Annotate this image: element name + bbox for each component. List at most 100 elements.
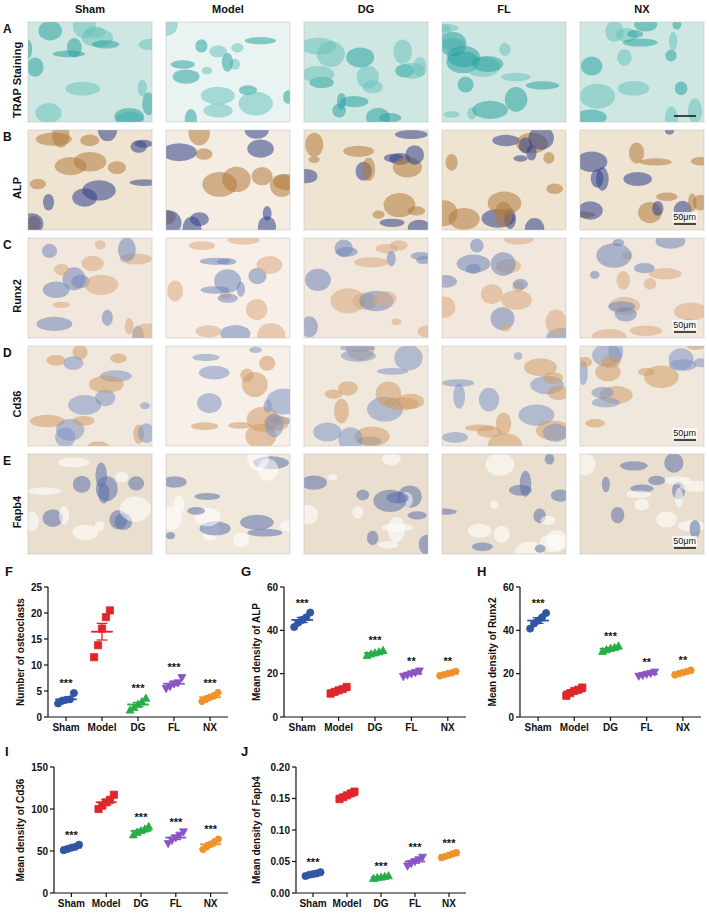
texture	[173, 69, 200, 83]
significance: ***	[204, 823, 218, 835]
data-point	[687, 667, 694, 673]
texture	[669, 32, 677, 51]
texture	[38, 22, 62, 40]
significance: ***	[604, 630, 618, 642]
significance: ***	[369, 634, 383, 646]
micrograph-frame	[580, 22, 704, 122]
texture	[442, 25, 451, 40]
y-tick	[280, 630, 284, 631]
texture	[446, 154, 458, 171]
texture	[526, 81, 559, 89]
y-axis	[53, 767, 54, 893]
texture	[28, 512, 39, 532]
texture	[356, 490, 369, 501]
y-tick-label: 0.00	[271, 888, 291, 899]
data-point	[110, 791, 117, 798]
texture	[382, 454, 401, 465]
texture	[481, 284, 503, 304]
texture	[240, 515, 274, 530]
y-tick-label: 60	[267, 582, 279, 593]
y-tick	[516, 673, 520, 674]
y-axis	[519, 587, 520, 717]
data-point	[70, 689, 77, 696]
x-tick	[302, 717, 303, 721]
data-point	[453, 850, 460, 856]
texture	[195, 148, 212, 160]
y-axis-title: Mean density of ALP	[251, 603, 262, 701]
y-tick-label: 40	[267, 625, 279, 636]
x-tick	[574, 717, 575, 721]
texture	[362, 158, 375, 181]
texture	[513, 279, 528, 290]
texture	[580, 201, 603, 219]
label-patch	[672, 320, 697, 330]
texture	[494, 526, 510, 543]
significance: **	[679, 654, 688, 666]
texture	[393, 39, 412, 63]
micrograph	[442, 130, 566, 230]
texture	[551, 489, 566, 501]
significance: ***	[443, 837, 457, 849]
panel-letter: I	[5, 744, 9, 759]
texture	[185, 109, 197, 122]
texture	[617, 271, 630, 290]
micrograph	[304, 346, 428, 446]
texture	[171, 60, 195, 68]
micrograph	[166, 22, 290, 122]
texture	[580, 357, 592, 367]
x-tick	[209, 717, 210, 721]
micrograph-frame	[442, 454, 566, 554]
texture	[220, 325, 250, 338]
texture	[304, 505, 318, 525]
texture	[634, 499, 649, 511]
texture	[338, 381, 358, 395]
texture	[256, 256, 282, 274]
texture	[252, 167, 273, 185]
micrograph-ground	[442, 238, 566, 338]
texture	[89, 375, 124, 393]
texture	[197, 393, 222, 413]
micrograph-frame	[580, 454, 704, 554]
texture	[334, 399, 349, 424]
significance: ***	[409, 841, 423, 853]
texture	[249, 347, 262, 353]
texture	[611, 507, 624, 523]
micrograph	[28, 22, 152, 122]
y-tick-label: 0.15	[271, 793, 291, 804]
texture	[36, 317, 72, 331]
x-tick-label: Model	[92, 898, 121, 909]
x-tick-label: NX	[203, 722, 217, 733]
y-tick	[280, 673, 284, 674]
texture	[492, 135, 519, 146]
scale-bar	[674, 547, 696, 549]
texture	[620, 461, 648, 470]
texture	[108, 161, 126, 174]
texture	[546, 184, 563, 194]
micrograph	[442, 346, 566, 446]
y-axis-title: Mean density of Runx2	[487, 597, 498, 706]
texture	[28, 58, 43, 77]
texture	[114, 108, 144, 122]
significance: **	[407, 655, 416, 667]
texture	[656, 238, 686, 249]
texture	[187, 507, 205, 515]
x-tick-label: FL	[409, 898, 421, 909]
texture	[675, 488, 683, 508]
texture	[665, 130, 674, 135]
texture	[442, 296, 455, 317]
data-point	[98, 625, 105, 632]
texture	[652, 201, 663, 216]
x-tick	[380, 893, 381, 897]
y-axis	[283, 587, 284, 717]
texture	[28, 40, 32, 59]
x-tick-label: Sham	[289, 722, 316, 733]
texture	[634, 263, 655, 273]
texture	[120, 496, 151, 521]
texture	[656, 193, 677, 201]
x-tick-label: Sham	[58, 898, 85, 909]
texture	[28, 213, 43, 230]
error-cap	[97, 639, 108, 640]
x-tick	[173, 717, 174, 721]
texture	[590, 271, 599, 279]
micrograph	[166, 238, 290, 338]
